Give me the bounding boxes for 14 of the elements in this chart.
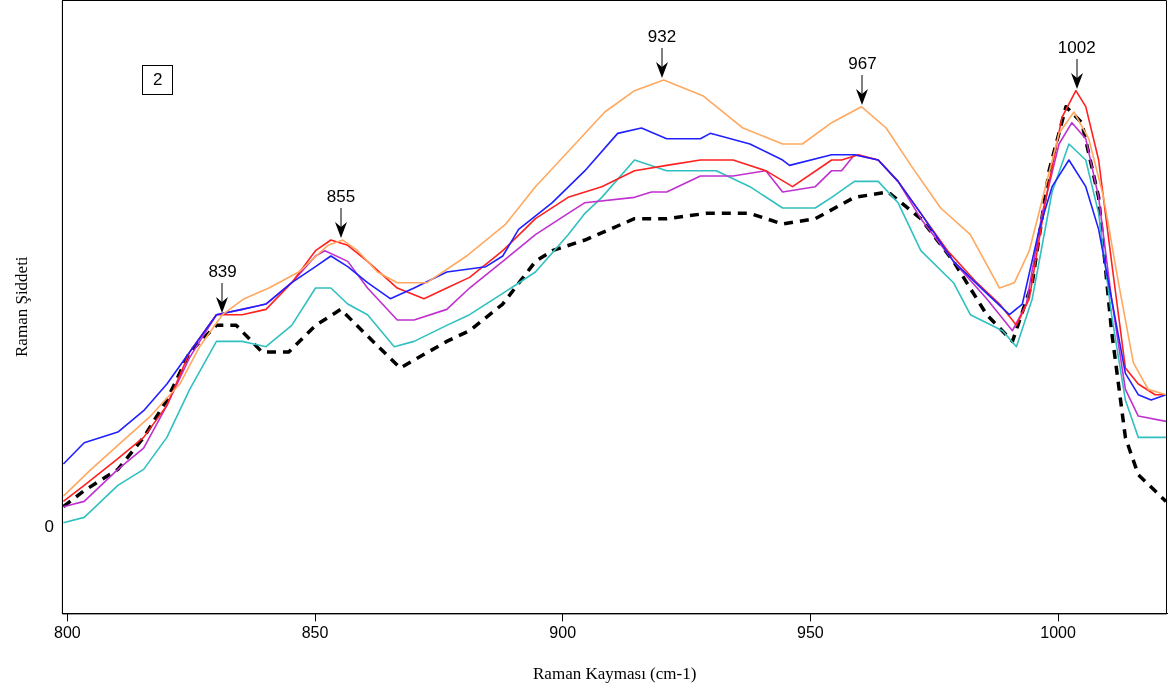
x-axis-title: Raman Kayması (cm-1) <box>533 664 697 684</box>
annotation: 967 <box>848 53 877 74</box>
annotation: 1002 <box>1057 37 1096 58</box>
x-tick-label: 1000 <box>1040 624 1076 642</box>
label-box: 2 <box>142 65 174 95</box>
annotation: 839 <box>208 261 237 282</box>
x-tick-label: 950 <box>797 624 824 642</box>
x-tick-label: 850 <box>301 624 329 642</box>
text: 0 <box>44 517 54 537</box>
annotation: 855 <box>326 187 356 208</box>
x-tick-label: 900 <box>549 624 577 642</box>
x-tick-label: 800 <box>54 624 81 642</box>
annotation: 932 <box>647 27 677 47</box>
y-axis-title: Raman Şiddeti <box>11 256 31 357</box>
